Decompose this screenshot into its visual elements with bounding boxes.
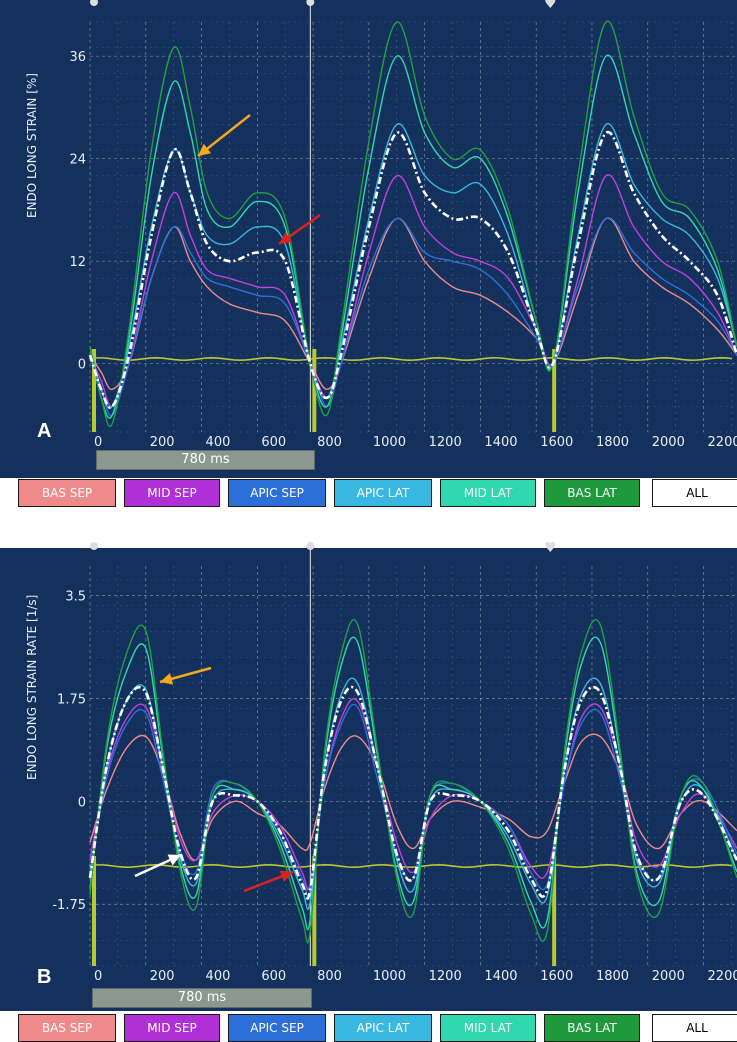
panel-letter: B bbox=[37, 966, 52, 988]
y-axis-label: ENDO LONG STRAIN [%] bbox=[25, 73, 39, 218]
series-line-apic-lat bbox=[89, 122, 737, 409]
annotation-arrow-white-head bbox=[167, 854, 181, 866]
annotation-arrow-orange-head bbox=[160, 673, 174, 685]
annotation-arrow-red-head bbox=[279, 232, 293, 244]
series-line-apic-sep bbox=[89, 217, 737, 417]
series-line-bas-lat bbox=[89, 20, 737, 427]
annotation-arrow-orange-head bbox=[198, 143, 212, 156]
series-line-bas-sep bbox=[89, 733, 737, 861]
strain-rate-chart: 0 200 400 600 800 1000 1200 1400 1600 1800 2000 220… bbox=[52, 540, 737, 984]
cycle-duration-bar: 780 ms bbox=[96, 450, 315, 470]
r-wave-marker bbox=[552, 349, 557, 432]
legend-button-all[interactable]: ALL bbox=[652, 479, 737, 507]
series-line-all bbox=[88, 685, 737, 900]
r-wave-marker bbox=[312, 856, 317, 966]
legend-button-bas-lat[interactable]: BAS LAT bbox=[544, 479, 640, 507]
legend-button-bas-sep[interactable]: BAS SEP bbox=[18, 479, 116, 507]
series-line-bas-lat bbox=[89, 619, 737, 944]
x-tick-label: 1800 bbox=[596, 969, 629, 984]
x-tick-label: 2000 bbox=[652, 435, 685, 450]
plot-area-a bbox=[0, 0, 737, 478]
y-tick-label: 12 bbox=[69, 255, 86, 270]
legend-button-apic-sep[interactable]: APIC SEP bbox=[228, 1014, 326, 1042]
cycle-marker-dot[interactable] bbox=[306, 0, 315, 6]
legend-button-apic-lat[interactable]: APIC LAT bbox=[334, 1014, 432, 1042]
x-tick-label: 1400 bbox=[484, 969, 517, 984]
cycle-marker-dot[interactable] bbox=[90, 542, 98, 550]
x-tick-label: 800 bbox=[317, 969, 342, 984]
x-tick-label: 1600 bbox=[540, 435, 573, 450]
x-tick-label: 1800 bbox=[596, 435, 629, 450]
r-wave-marker bbox=[312, 349, 317, 432]
ecg-trace bbox=[89, 356, 733, 362]
y-tick-label: 0 bbox=[78, 358, 86, 373]
r-wave-marker bbox=[552, 856, 557, 966]
legend-button-apic-lat[interactable]: APIC LAT bbox=[334, 479, 432, 507]
x-tick-label: 1000 bbox=[373, 435, 406, 450]
series-line-mid-sep bbox=[89, 174, 737, 408]
y-axis-label: ENDO LONG STRAIN RATE [1/s] bbox=[25, 594, 39, 780]
x-tick-label: 1000 bbox=[373, 969, 406, 984]
x-tick-label: 0 bbox=[94, 435, 102, 450]
panel-b: 0 200 400 600 800 1000 1200 1400 1600 1800 2000 220… bbox=[0, 540, 737, 1042]
x-tick-label: 200 bbox=[150, 969, 175, 984]
x-tick-label: 1200 bbox=[429, 435, 462, 450]
x-tick-label: 600 bbox=[261, 435, 286, 450]
y-tick-label: 1.75 bbox=[57, 692, 86, 707]
series-line-mid-lat bbox=[89, 54, 737, 419]
r-wave-marker bbox=[92, 349, 96, 432]
plot-area-b bbox=[0, 548, 737, 1011]
r-wave-marker bbox=[92, 856, 96, 966]
legend-button-mid-sep[interactable]: MID SEP bbox=[124, 479, 220, 507]
legend-button-all[interactable]: ALL bbox=[652, 1014, 737, 1042]
cycle-marker-dot[interactable] bbox=[90, 0, 98, 6]
legend-button-apic-sep[interactable]: APIC SEP bbox=[228, 479, 326, 507]
legend-button-mid-lat[interactable]: MID LAT bbox=[440, 479, 536, 507]
panel-a: 0 200 400 600 800 1000 1200 1400 1600 1800 2000 220… bbox=[0, 0, 737, 515]
y-tick-label: 36 bbox=[69, 50, 86, 65]
x-tick-label: 800 bbox=[317, 435, 342, 450]
segment-legend: BAS SEP MID SEP APIC SEP APIC LAT MID LAT BAS… bbox=[18, 479, 737, 507]
legend-button-bas-sep[interactable]: BAS SEP bbox=[18, 1014, 116, 1042]
y-tick-label: 3.5 bbox=[65, 589, 86, 604]
heart-marker-icon[interactable]: ♥ bbox=[544, 540, 557, 556]
y-tick-label: 0 bbox=[78, 795, 86, 810]
cycle-marker-dot[interactable] bbox=[306, 542, 315, 550]
x-tick-label: 600 bbox=[261, 969, 286, 984]
x-tick-label: 2200 bbox=[708, 969, 737, 984]
x-tick-label: 1400 bbox=[484, 435, 517, 450]
strain-chart: 0 200 400 600 800 1000 1200 1400 1600 1800 2000 220… bbox=[69, 0, 737, 450]
x-tick-label: 200 bbox=[150, 435, 175, 450]
x-tick-label: 2000 bbox=[652, 969, 685, 984]
y-tick-label: 24 bbox=[69, 153, 86, 168]
x-tick-label: 400 bbox=[206, 435, 231, 450]
panel-letter: A bbox=[37, 420, 52, 442]
cycle-duration-bar: 780 ms bbox=[92, 988, 312, 1008]
x-tick-label: 1200 bbox=[429, 969, 462, 984]
ecg-trace bbox=[89, 863, 733, 869]
annotation-arrow-red-head bbox=[279, 870, 293, 882]
x-tick-label: 0 bbox=[94, 969, 102, 984]
x-tick-label: 1600 bbox=[540, 969, 573, 984]
series-line-all bbox=[88, 130, 737, 409]
legend-button-bas-lat[interactable]: BAS LAT bbox=[544, 1014, 640, 1042]
x-tick-label: 2200 bbox=[708, 435, 737, 450]
heart-marker-icon[interactable]: ♥ bbox=[544, 0, 557, 12]
y-tick-label: -1.75 bbox=[52, 898, 86, 913]
series-line-mid-lat bbox=[89, 636, 737, 931]
x-tick-label: 400 bbox=[206, 969, 231, 984]
